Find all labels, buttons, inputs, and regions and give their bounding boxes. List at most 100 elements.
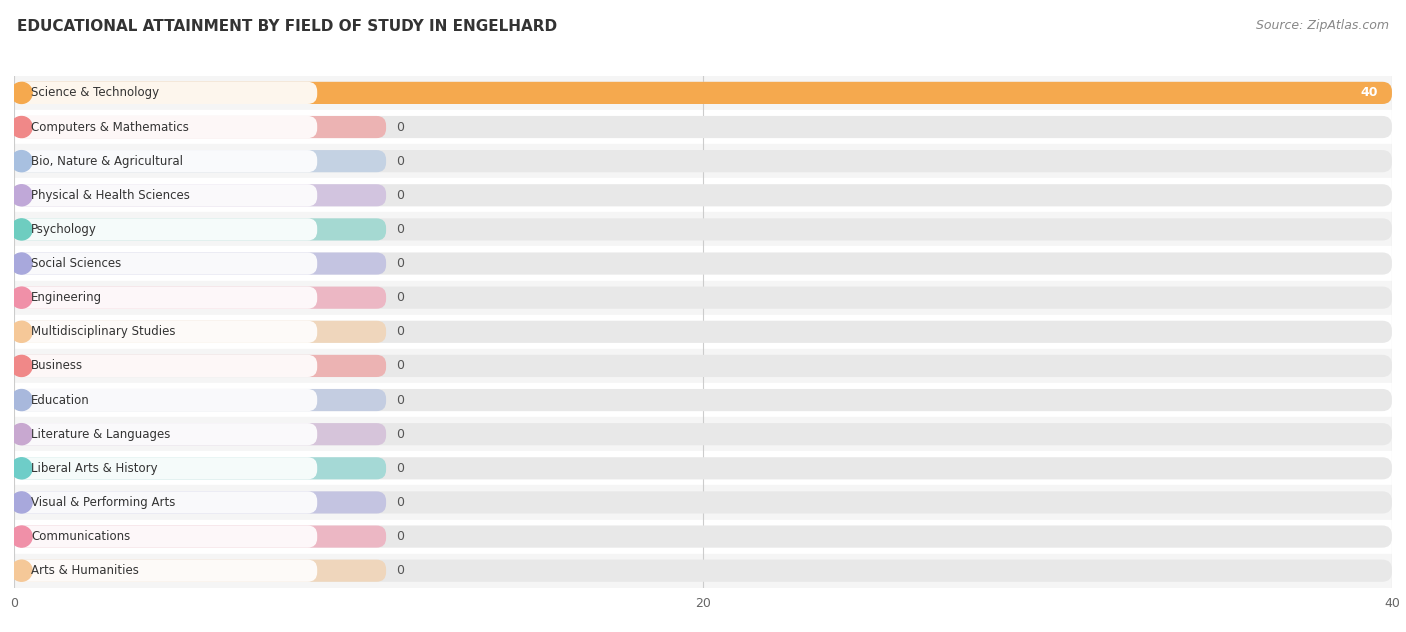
Text: Source: ZipAtlas.com: Source: ZipAtlas.com <box>1256 19 1389 32</box>
Text: Visual & Performing Arts: Visual & Performing Arts <box>31 496 176 509</box>
FancyBboxPatch shape <box>14 559 318 582</box>
Text: 0: 0 <box>396 564 405 577</box>
Circle shape <box>11 287 32 308</box>
FancyBboxPatch shape <box>14 525 1392 548</box>
Circle shape <box>11 355 32 377</box>
FancyBboxPatch shape <box>14 355 318 377</box>
FancyBboxPatch shape <box>14 184 387 207</box>
FancyBboxPatch shape <box>14 218 1392 241</box>
Bar <box>14 212 1392 246</box>
Text: 0: 0 <box>396 291 405 304</box>
Text: Computers & Mathematics: Computers & Mathematics <box>31 121 188 133</box>
Bar <box>14 76 1392 110</box>
FancyBboxPatch shape <box>14 491 387 514</box>
Text: Multidisciplinary Studies: Multidisciplinary Studies <box>31 325 176 338</box>
Circle shape <box>11 526 32 547</box>
Text: Psychology: Psychology <box>31 223 97 236</box>
Circle shape <box>11 560 32 581</box>
Text: Communications: Communications <box>31 530 131 543</box>
Text: 0: 0 <box>396 223 405 236</box>
FancyBboxPatch shape <box>14 218 387 241</box>
Text: Arts & Humanities: Arts & Humanities <box>31 564 139 577</box>
Bar <box>14 178 1392 212</box>
FancyBboxPatch shape <box>14 389 387 411</box>
FancyBboxPatch shape <box>14 82 1392 104</box>
FancyBboxPatch shape <box>14 457 318 480</box>
Circle shape <box>11 321 32 343</box>
FancyBboxPatch shape <box>14 457 387 480</box>
Text: Literature & Languages: Literature & Languages <box>31 428 170 441</box>
FancyBboxPatch shape <box>14 491 318 514</box>
FancyBboxPatch shape <box>14 286 318 309</box>
FancyBboxPatch shape <box>14 423 318 446</box>
Bar <box>14 417 1392 451</box>
FancyBboxPatch shape <box>14 320 387 343</box>
Text: 0: 0 <box>396 428 405 441</box>
FancyBboxPatch shape <box>14 184 318 207</box>
FancyBboxPatch shape <box>14 355 387 377</box>
Circle shape <box>11 423 32 445</box>
Text: Bio, Nature & Agricultural: Bio, Nature & Agricultural <box>31 155 183 167</box>
Text: 0: 0 <box>396 189 405 202</box>
Bar <box>14 520 1392 554</box>
FancyBboxPatch shape <box>14 252 387 275</box>
Text: 0: 0 <box>396 496 405 509</box>
Circle shape <box>11 185 32 206</box>
Text: 0: 0 <box>396 155 405 167</box>
FancyBboxPatch shape <box>14 389 1392 411</box>
Bar <box>14 485 1392 520</box>
FancyBboxPatch shape <box>14 423 1392 446</box>
FancyBboxPatch shape <box>14 320 318 343</box>
Text: 0: 0 <box>396 257 405 270</box>
FancyBboxPatch shape <box>14 525 387 548</box>
Circle shape <box>11 219 32 240</box>
FancyBboxPatch shape <box>14 184 1392 207</box>
Text: Physical & Health Sciences: Physical & Health Sciences <box>31 189 190 202</box>
Bar <box>14 315 1392 349</box>
FancyBboxPatch shape <box>14 457 1392 480</box>
FancyBboxPatch shape <box>14 150 387 173</box>
Bar <box>14 246 1392 281</box>
Text: 0: 0 <box>396 530 405 543</box>
Text: 0: 0 <box>396 325 405 338</box>
FancyBboxPatch shape <box>14 525 318 548</box>
FancyBboxPatch shape <box>14 116 318 138</box>
FancyBboxPatch shape <box>14 286 1392 309</box>
FancyBboxPatch shape <box>14 491 1392 514</box>
Circle shape <box>11 458 32 479</box>
Circle shape <box>11 150 32 172</box>
Circle shape <box>11 116 32 138</box>
Bar <box>14 451 1392 485</box>
FancyBboxPatch shape <box>14 116 387 138</box>
Text: 0: 0 <box>396 121 405 133</box>
Circle shape <box>11 253 32 274</box>
Circle shape <box>11 389 32 411</box>
Text: 40: 40 <box>1361 87 1378 99</box>
Text: 0: 0 <box>396 462 405 475</box>
Circle shape <box>11 82 32 104</box>
Text: EDUCATIONAL ATTAINMENT BY FIELD OF STUDY IN ENGELHARD: EDUCATIONAL ATTAINMENT BY FIELD OF STUDY… <box>17 19 557 34</box>
FancyBboxPatch shape <box>14 389 318 411</box>
Text: Engineering: Engineering <box>31 291 103 304</box>
Text: 0: 0 <box>396 394 405 406</box>
FancyBboxPatch shape <box>14 252 1392 275</box>
Text: Liberal Arts & History: Liberal Arts & History <box>31 462 157 475</box>
FancyBboxPatch shape <box>14 355 1392 377</box>
FancyBboxPatch shape <box>14 218 318 241</box>
Text: Science & Technology: Science & Technology <box>31 87 159 99</box>
Circle shape <box>11 492 32 513</box>
FancyBboxPatch shape <box>14 252 318 275</box>
FancyBboxPatch shape <box>14 286 387 309</box>
Text: Business: Business <box>31 360 83 372</box>
Bar <box>14 383 1392 417</box>
Text: Education: Education <box>31 394 90 406</box>
Bar <box>14 281 1392 315</box>
Text: 0: 0 <box>396 360 405 372</box>
FancyBboxPatch shape <box>14 150 1392 173</box>
Bar <box>14 554 1392 588</box>
FancyBboxPatch shape <box>14 559 1392 582</box>
FancyBboxPatch shape <box>14 82 318 104</box>
FancyBboxPatch shape <box>14 320 1392 343</box>
Bar <box>14 349 1392 383</box>
FancyBboxPatch shape <box>14 423 387 446</box>
